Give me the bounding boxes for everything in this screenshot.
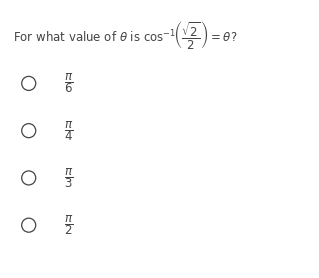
Text: $\dfrac{\pi}{3}$: $\dfrac{\pi}{3}$ [64,166,73,190]
Text: For what value of $\theta$ is $\mathrm{cos}^{-1}\!\left(\dfrac{\sqrt{2}}{2}\righ: For what value of $\theta$ is $\mathrm{c… [13,19,237,51]
Text: $\dfrac{\pi}{4}$: $\dfrac{\pi}{4}$ [64,119,73,143]
Text: $\dfrac{\pi}{2}$: $\dfrac{\pi}{2}$ [64,213,73,237]
Text: $\dfrac{\pi}{6}$: $\dfrac{\pi}{6}$ [64,71,73,95]
